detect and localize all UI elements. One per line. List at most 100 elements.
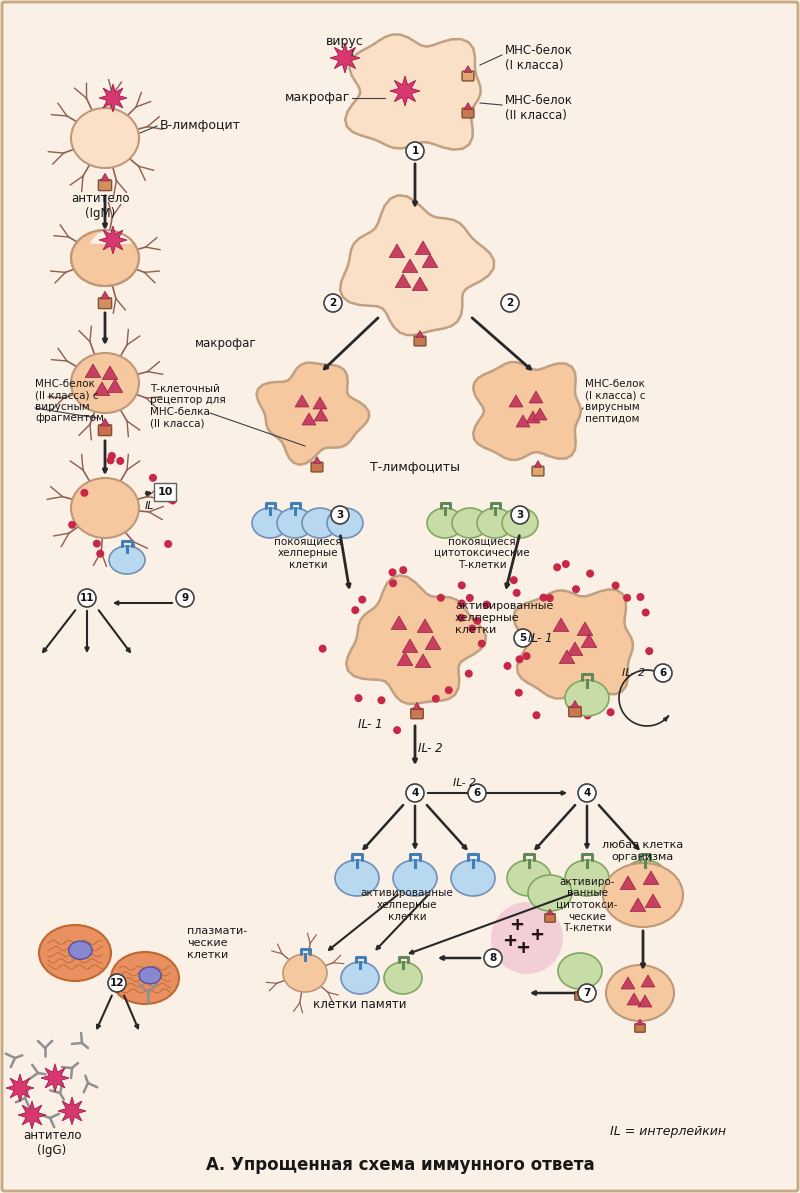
Text: 11: 11 <box>80 593 94 602</box>
Polygon shape <box>99 225 127 254</box>
Polygon shape <box>86 364 101 377</box>
Circle shape <box>169 496 177 505</box>
Ellipse shape <box>277 508 313 538</box>
Circle shape <box>572 586 580 593</box>
Text: 1: 1 <box>411 146 418 156</box>
Polygon shape <box>546 909 554 915</box>
Polygon shape <box>534 460 542 468</box>
Text: 3: 3 <box>516 509 524 520</box>
Polygon shape <box>630 898 646 911</box>
Ellipse shape <box>71 230 139 286</box>
Text: 9: 9 <box>182 593 189 602</box>
Circle shape <box>176 589 194 607</box>
Circle shape <box>399 567 407 574</box>
FancyBboxPatch shape <box>574 991 585 1000</box>
Text: активированные
хелперные
клетки: активированные хелперные клетки <box>455 601 554 635</box>
Circle shape <box>478 639 486 648</box>
Circle shape <box>324 293 342 313</box>
Circle shape <box>522 653 530 660</box>
Polygon shape <box>99 84 127 112</box>
Circle shape <box>539 594 547 601</box>
Polygon shape <box>426 636 441 649</box>
Circle shape <box>358 595 366 604</box>
Polygon shape <box>313 397 327 409</box>
Circle shape <box>458 581 466 589</box>
Circle shape <box>164 489 172 496</box>
Circle shape <box>612 581 620 589</box>
Polygon shape <box>330 43 360 73</box>
Polygon shape <box>473 363 581 459</box>
Polygon shape <box>559 650 574 663</box>
Polygon shape <box>533 408 547 420</box>
Polygon shape <box>415 654 430 668</box>
Circle shape <box>149 474 157 482</box>
Text: IL- 2: IL- 2 <box>454 778 477 789</box>
Circle shape <box>458 599 466 607</box>
Polygon shape <box>346 575 486 704</box>
Circle shape <box>78 589 96 607</box>
Ellipse shape <box>558 953 602 989</box>
Text: покоящиеся
хелперные
клетки: покоящиеся хелперные клетки <box>274 537 342 569</box>
Circle shape <box>515 688 523 697</box>
Text: 6: 6 <box>659 668 666 678</box>
Ellipse shape <box>623 860 667 896</box>
Text: 3: 3 <box>336 509 344 520</box>
Ellipse shape <box>335 860 379 896</box>
Polygon shape <box>257 363 369 465</box>
Circle shape <box>513 589 521 596</box>
Text: антитело
(IgM): антитело (IgM) <box>70 192 130 220</box>
Polygon shape <box>6 1074 34 1102</box>
Polygon shape <box>402 639 418 653</box>
Text: IL- 1: IL- 1 <box>528 631 552 644</box>
Circle shape <box>106 457 114 464</box>
Polygon shape <box>302 413 316 425</box>
Ellipse shape <box>427 508 463 538</box>
Polygon shape <box>637 1019 643 1025</box>
Ellipse shape <box>507 860 551 896</box>
Polygon shape <box>345 35 481 149</box>
Ellipse shape <box>71 478 139 538</box>
Ellipse shape <box>565 680 609 716</box>
Circle shape <box>93 539 101 548</box>
Circle shape <box>515 655 523 663</box>
Polygon shape <box>509 395 523 407</box>
Polygon shape <box>620 876 636 890</box>
Text: 12: 12 <box>110 978 124 988</box>
FancyBboxPatch shape <box>311 462 323 472</box>
Text: 6: 6 <box>474 789 481 798</box>
Polygon shape <box>643 871 658 884</box>
Circle shape <box>642 608 650 617</box>
Text: покоящиеся
цитотоксические
Т-клетки: покоящиеся цитотоксические Т-клетки <box>434 537 530 569</box>
Circle shape <box>586 569 594 577</box>
FancyBboxPatch shape <box>545 914 555 922</box>
Text: плазмати-
ческие
клетки: плазмати- ческие клетки <box>187 927 247 959</box>
Circle shape <box>164 540 172 548</box>
Polygon shape <box>554 618 569 631</box>
Circle shape <box>510 576 518 585</box>
Text: IL- 1: IL- 1 <box>358 718 382 731</box>
Circle shape <box>482 600 490 608</box>
Circle shape <box>637 593 645 601</box>
Polygon shape <box>577 987 583 993</box>
Text: клетки памяти: клетки памяти <box>314 999 406 1012</box>
Text: МНС-белок
(II класса) с
вирусным
фрагментом: МНС-белок (II класса) с вирусным фрагмен… <box>35 378 104 424</box>
Polygon shape <box>390 245 405 258</box>
Circle shape <box>606 709 614 716</box>
Ellipse shape <box>502 508 538 538</box>
FancyBboxPatch shape <box>98 425 112 435</box>
Ellipse shape <box>384 962 422 994</box>
Ellipse shape <box>39 925 111 981</box>
Ellipse shape <box>528 874 572 911</box>
Text: В-лимфоцит: В-лимфоцит <box>160 119 241 132</box>
Polygon shape <box>90 230 132 243</box>
Ellipse shape <box>71 109 139 168</box>
Polygon shape <box>464 66 472 73</box>
Circle shape <box>406 142 424 160</box>
Polygon shape <box>416 330 424 338</box>
Circle shape <box>68 521 76 528</box>
Polygon shape <box>418 619 433 632</box>
Polygon shape <box>94 382 110 396</box>
Text: IL- 2: IL- 2 <box>622 668 645 678</box>
Polygon shape <box>313 457 321 463</box>
Polygon shape <box>571 700 579 707</box>
